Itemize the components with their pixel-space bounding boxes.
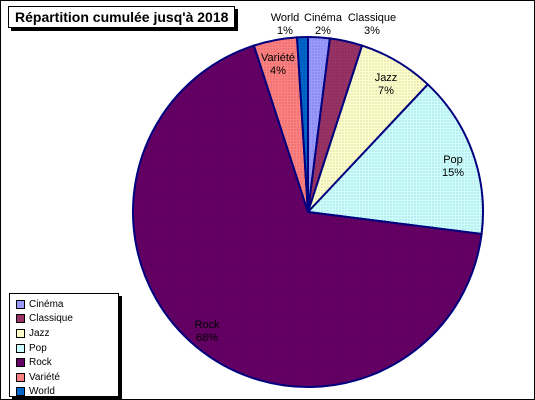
legend-label: Jazz bbox=[29, 327, 50, 339]
legend-swatch bbox=[16, 328, 25, 338]
legend-swatch bbox=[16, 299, 25, 309]
legend-item-jazz: Jazz bbox=[16, 326, 118, 341]
slice-label-rock: Rock bbox=[194, 319, 220, 331]
legend-item-rock: Rock bbox=[16, 355, 118, 370]
slice-label-classique: Classique bbox=[348, 12, 396, 24]
pie-slice-variété bbox=[252, 36, 309, 213]
chart-title: Répartition cumulée jusq'à 2018 bbox=[8, 6, 236, 28]
legend-swatch bbox=[16, 314, 25, 324]
slice-label-pop: Pop bbox=[443, 154, 463, 166]
slice-label-world: World bbox=[271, 12, 300, 24]
legend-label: Pop bbox=[29, 342, 47, 354]
legend-item-classique: Classique bbox=[16, 312, 118, 327]
slice-value-world: 1% bbox=[277, 25, 293, 37]
legend-swatch bbox=[16, 343, 25, 353]
slice-value-pop: 15% bbox=[442, 167, 464, 179]
legend: Cinéma Classique Jazz Pop Rock Variété World bbox=[9, 293, 119, 397]
pie-slice-world bbox=[295, 35, 309, 213]
legend-swatch bbox=[16, 387, 25, 397]
legend-swatch bbox=[16, 358, 25, 368]
legend-label: Rock bbox=[29, 357, 52, 369]
slice-label-cinéma: Cinéma bbox=[304, 12, 343, 24]
legend-swatch bbox=[16, 372, 25, 382]
pie-slice-rock bbox=[132, 44, 483, 388]
pie-slice-pop bbox=[305, 83, 484, 236]
slice-value-jazz: 7% bbox=[378, 85, 394, 97]
legend-item-world: World bbox=[16, 385, 118, 400]
legend-item-pop: Pop bbox=[16, 341, 118, 356]
slice-label-jazz: Jazz bbox=[375, 72, 398, 84]
slice-value-rock: 68% bbox=[196, 332, 218, 344]
legend-label: World bbox=[29, 386, 55, 398]
legend-item-cinéma: Cinéma bbox=[16, 297, 118, 312]
slice-value-variété: 4% bbox=[270, 65, 286, 77]
legend-label: Cinéma bbox=[29, 298, 64, 310]
legend-item-variété: Variété bbox=[16, 370, 118, 385]
legend-label: Variété bbox=[29, 371, 60, 383]
slice-value-cinéma: 2% bbox=[315, 25, 331, 37]
slice-value-classique: 3% bbox=[364, 25, 380, 37]
slice-label-variété: Variété bbox=[261, 52, 295, 64]
legend-label: Classique bbox=[29, 313, 73, 325]
